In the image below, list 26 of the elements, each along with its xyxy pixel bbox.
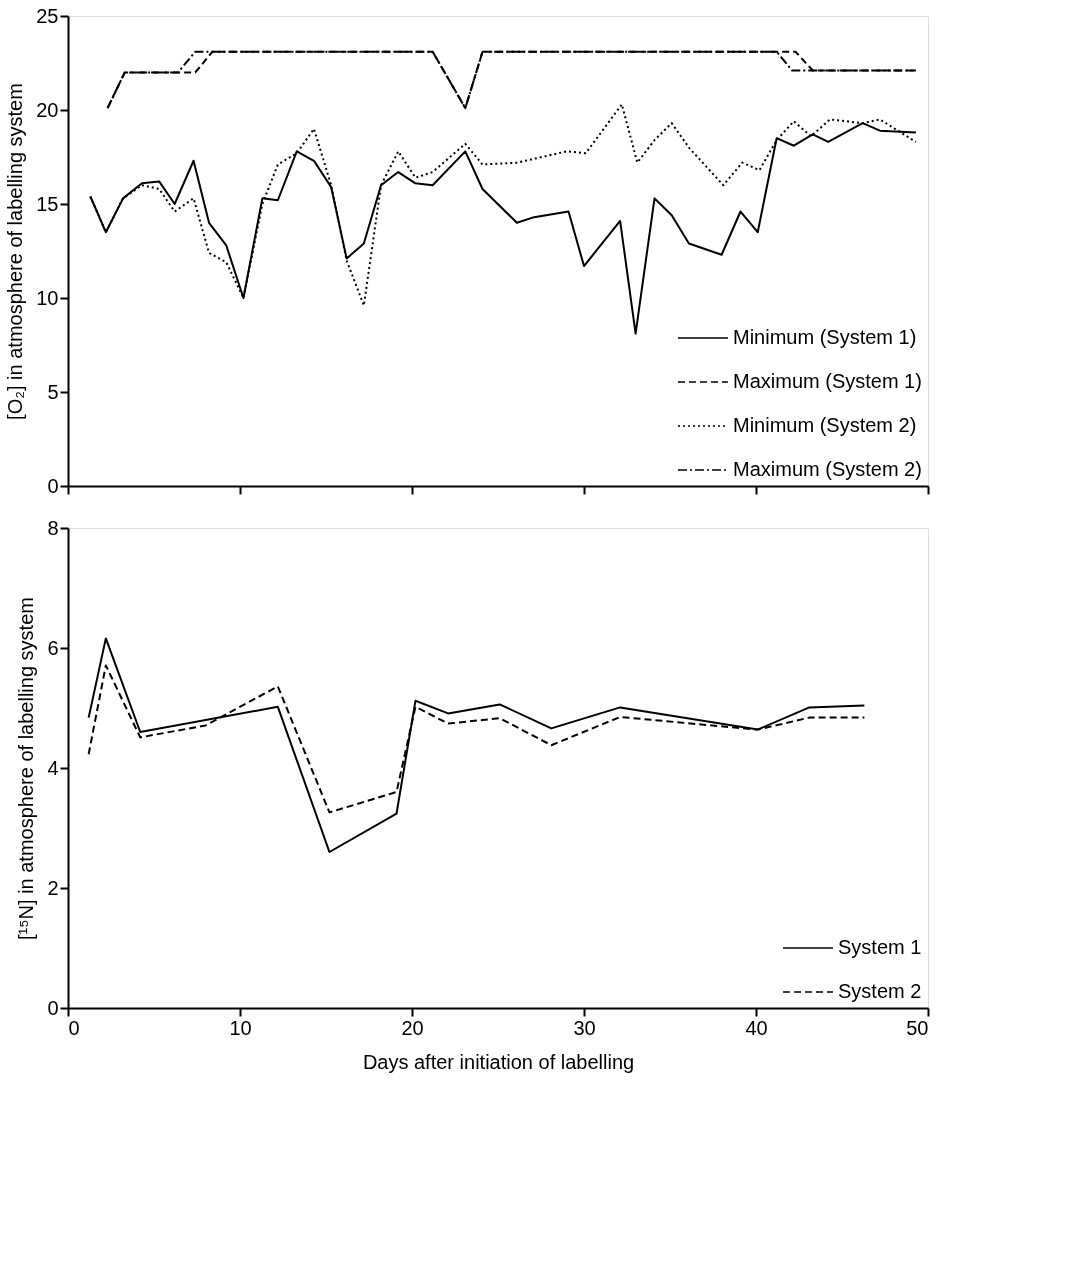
y-tick-label: 20 — [36, 98, 59, 121]
y-tick-label: 4 — [47, 756, 59, 779]
x-tick-label: 40 — [745, 1016, 768, 1039]
x-tick-label: 0 — [68, 1016, 80, 1039]
x-tick-label: 30 — [573, 1016, 596, 1039]
y-axis-title: [¹⁵N] in atmosphere of labelling system — [15, 597, 38, 940]
legend-label: Maximum (System 1) — [733, 370, 922, 392]
x-tick-label: 20 — [401, 1016, 424, 1039]
y-tick-label: 15 — [36, 192, 59, 215]
legend-label: System 1 — [838, 936, 922, 958]
y-tick-label: 5 — [47, 380, 59, 403]
legend-label: System 2 — [838, 980, 922, 1002]
y-tick-label: 10 — [36, 286, 59, 309]
legend-label: Minimum (System 2) — [733, 414, 917, 436]
y-tick-label: 25 — [36, 4, 59, 27]
y-tick-label: 2 — [47, 876, 59, 899]
y-tick-label: 0 — [47, 996, 59, 1019]
y-tick-label: 0 — [47, 474, 59, 497]
y-axis-title: [O₂] in atmosphere of labelling system — [4, 83, 27, 420]
y-tick-label: 6 — [47, 636, 59, 659]
x-tick-label: 10 — [229, 1016, 252, 1039]
y-tick-label: 8 — [47, 516, 59, 539]
x-tick-label: 50 — [906, 1016, 929, 1039]
legend-label: Maximum (System 2) — [733, 458, 922, 480]
x-axis-title: Days after initiation of labelling — [362, 1050, 635, 1073]
legend-label: Minimum (System 1) — [733, 326, 917, 348]
